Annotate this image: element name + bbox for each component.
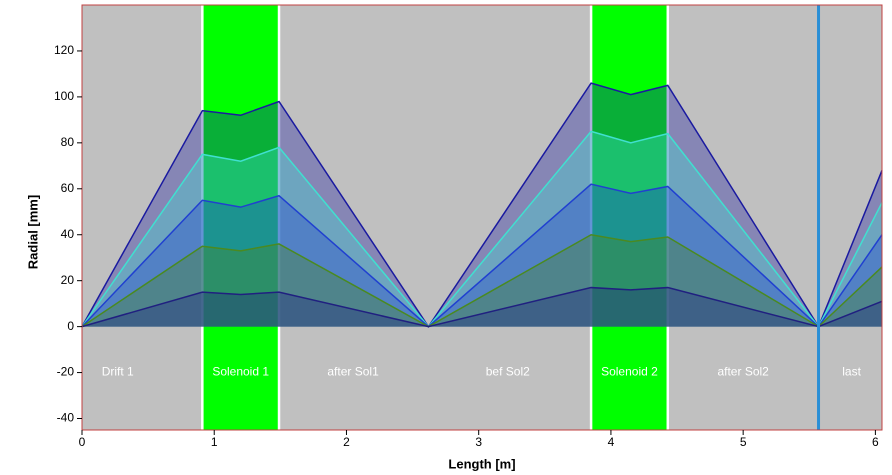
beam-envelope-fill <box>82 287 882 327</box>
x-tick-label: 4 <box>608 435 615 449</box>
y-tick-label: 120 <box>54 43 74 57</box>
beam-envelope-fill <box>82 83 882 327</box>
beam-envelope <box>81 130 883 329</box>
y-tick-label: 100 <box>54 89 74 103</box>
y-tick-label: 20 <box>61 273 75 287</box>
solenoid-band <box>591 5 668 430</box>
region-label: Drift 1 <box>102 365 134 379</box>
beam-envelope-fill <box>82 234 882 327</box>
beam-envelope <box>81 82 883 329</box>
x-tick-label: 3 <box>475 435 482 449</box>
x-tick-label: 2 <box>343 435 350 449</box>
beam-envelope <box>81 286 883 328</box>
region-label: Solenoid 1 <box>212 365 269 379</box>
y-tick-label: -20 <box>57 365 75 379</box>
region-label: last <box>842 365 861 379</box>
solenoid-band <box>202 5 280 430</box>
y-tick-label: 0 <box>67 319 74 333</box>
y-tick-label: 80 <box>61 135 75 149</box>
x-axis-label: Length [m] <box>448 456 515 471</box>
beam-envelope-fill <box>82 131 882 327</box>
y-tick-label: 60 <box>61 181 75 195</box>
region-label: Solenoid 2 <box>601 365 658 379</box>
region-label: after Sol2 <box>717 365 769 379</box>
x-tick-label: 5 <box>740 435 747 449</box>
region-label: bef Sol2 <box>486 365 530 379</box>
x-tick-label: 1 <box>211 435 218 449</box>
x-tick-label: 0 <box>79 435 86 449</box>
region-label: after Sol1 <box>327 365 379 379</box>
beam-envelope <box>81 233 883 328</box>
y-tick-label: 40 <box>61 227 75 241</box>
beam-envelope <box>81 183 883 328</box>
x-tick-label: 6 <box>872 435 879 449</box>
y-tick-label: -40 <box>57 411 75 425</box>
y-axis-label: Radial [mm] <box>25 195 40 269</box>
plot-border <box>81 4 883 431</box>
